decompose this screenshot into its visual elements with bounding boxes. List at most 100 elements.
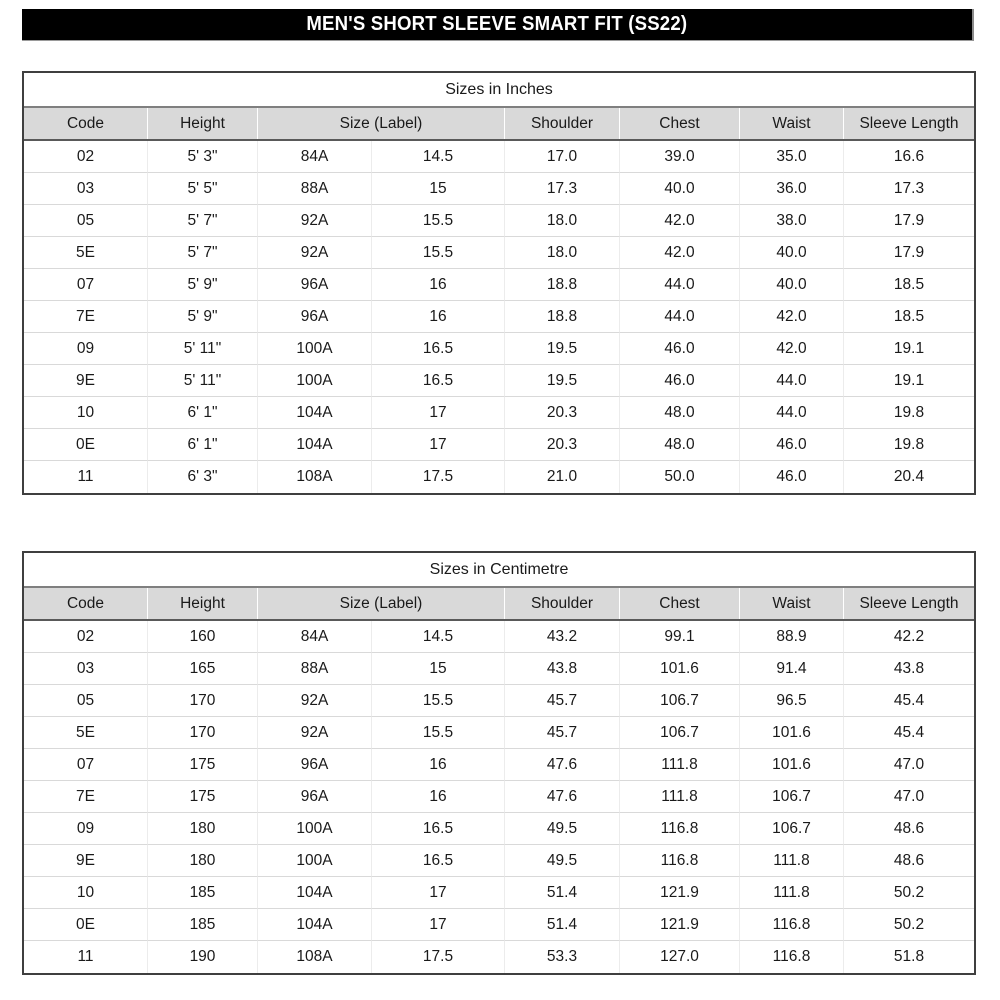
table-cell: 100A xyxy=(258,845,372,877)
column-header-height: Height xyxy=(148,588,258,619)
table-cell: 127.0 xyxy=(620,941,740,973)
table-cell: 17.9 xyxy=(844,205,974,237)
table-cell: 15 xyxy=(372,173,505,205)
table-cell: 16.5 xyxy=(372,813,505,845)
table-cell: 7E xyxy=(24,781,148,813)
table-row: 07 5' 9" 96A 16 18.8 44.0 40.0 18.5 xyxy=(24,269,974,301)
table-cell: 09 xyxy=(24,333,148,365)
table-cell: 50.0 xyxy=(620,461,740,493)
table-cell: 16 xyxy=(372,269,505,301)
column-header-sleeve-length: Sleeve Length xyxy=(859,594,959,612)
table-row: 0E 6' 1" 104A 17 20.3 48.0 46.0 19.8 xyxy=(24,429,974,461)
table-cell: 96.5 xyxy=(740,685,844,717)
table-cell: 42.0 xyxy=(740,333,844,365)
table-cell: 116.8 xyxy=(740,941,844,973)
table-cell: 6' 1" xyxy=(148,397,258,429)
column-header-code: Code xyxy=(24,588,148,619)
table-row: 5E 5' 7" 92A 15.5 18.0 42.0 40.0 17.9 xyxy=(24,237,974,269)
table-cell: 5' 7" xyxy=(148,205,258,237)
table-cell: 48.6 xyxy=(844,845,974,877)
table-cell: 104A xyxy=(258,909,372,941)
table-cell: 17.9 xyxy=(844,237,974,269)
table-cell: 180 xyxy=(148,813,258,845)
table-cell: 14.5 xyxy=(372,141,505,173)
sizes-in-inches-table: Sizes in Inches Code Height Size (Label)… xyxy=(22,71,976,495)
table-cell: 17.5 xyxy=(372,941,505,973)
table-cell: 5' 9" xyxy=(148,269,258,301)
table-cell: 101.6 xyxy=(620,653,740,685)
column-header-size-label: Size (Label) xyxy=(258,108,505,139)
table-cell: 19.1 xyxy=(844,333,974,365)
table-cell: 101.6 xyxy=(740,717,844,749)
table-cell: 104A xyxy=(258,397,372,429)
table-cell: 47.0 xyxy=(844,749,974,781)
table-cell: 17.0 xyxy=(505,141,620,173)
table-cell: 92A xyxy=(258,205,372,237)
table-cell: 15.5 xyxy=(372,717,505,749)
table-cell: 18.0 xyxy=(505,237,620,269)
table-cell: 46.0 xyxy=(740,429,844,461)
table-cell: 45.4 xyxy=(844,685,974,717)
table-cell: 96A xyxy=(258,301,372,333)
column-header-waist: Waist xyxy=(740,588,844,619)
table-cell: 5E xyxy=(24,237,148,269)
table-cell: 175 xyxy=(148,781,258,813)
table-cell: 15.5 xyxy=(372,685,505,717)
table-cell: 18.5 xyxy=(844,301,974,333)
table-cell: 19.5 xyxy=(505,365,620,397)
table-cell: 03 xyxy=(24,653,148,685)
table-row: 05 170 92A 15.5 45.7 106.7 96.5 45.4 xyxy=(24,685,974,717)
table-cell: 46.0 xyxy=(620,365,740,397)
table-cell: 116.8 xyxy=(620,845,740,877)
table-cell: 20.4 xyxy=(893,468,925,485)
table-row: 9E 5' 11" 100A 16.5 19.5 46.0 44.0 19.1 xyxy=(24,365,974,397)
table-cell: 42.0 xyxy=(740,301,844,333)
table-cell: 88.9 xyxy=(740,621,844,653)
table-cell: 7E xyxy=(24,301,148,333)
table-row: 7E 5' 9" 96A 16 18.8 44.0 42.0 18.5 xyxy=(24,301,974,333)
table-cell: 50.2 xyxy=(844,877,974,909)
table-cell: 5' 11" xyxy=(148,365,258,397)
table-cell: 9E xyxy=(24,365,148,397)
table-cell: 46.0 xyxy=(740,461,844,493)
table-row: 10 185 104A 17 51.4 121.9 111.8 50.2 xyxy=(24,877,974,909)
table-cell: 40.0 xyxy=(740,269,844,301)
table-cell: 16.5 xyxy=(372,365,505,397)
table-body-inches: 02 5' 3" 84A 14.5 17.0 39.0 35.0 16.6 03 5' 5" 88A… xyxy=(24,141,974,493)
table-row: 5E 170 92A 15.5 45.7 106.7 101.6 45.4 xyxy=(24,717,974,749)
table-cell: 44.0 xyxy=(740,365,844,397)
table-row: 09 180 100A 16.5 49.5 116.8 106.7 48.6 xyxy=(24,813,974,845)
table-cell: 42.2 xyxy=(844,621,974,653)
table-cell: 07 xyxy=(24,749,148,781)
table-cell: 53.3 xyxy=(505,941,620,973)
table-cell: 104A xyxy=(258,877,372,909)
table-cell: 19.8 xyxy=(844,429,974,461)
table-cell: 100A xyxy=(258,813,372,845)
table-cell: 47.6 xyxy=(505,781,620,813)
table-cell: 111.8 xyxy=(620,781,740,813)
table-cell: 17 xyxy=(372,877,505,909)
table-cell: 50.2 xyxy=(844,909,974,941)
table-cell: 96A xyxy=(258,269,372,301)
table-cell: 16.5 xyxy=(372,333,505,365)
table-row: 11 190 108A 17.5 53.3 127.0 116.8 51.8 xyxy=(24,941,974,973)
page-title-bar: MEN'S SHORT SLEEVE SMART FIT (SS22) xyxy=(22,9,974,41)
table-cell: 44.0 xyxy=(620,301,740,333)
table-cell: 19.5 xyxy=(505,333,620,365)
table-cell: 02 xyxy=(24,141,148,173)
table-cell: 91.4 xyxy=(740,653,844,685)
table-cell: 21.0 xyxy=(505,461,620,493)
table-cell: 108A xyxy=(258,461,372,493)
table-cell: 39.0 xyxy=(620,141,740,173)
table-cell: 6' 3" xyxy=(148,461,258,493)
column-header-chest: Chest xyxy=(620,588,740,619)
table-cell: 106.7 xyxy=(740,813,844,845)
table-cell: 17 xyxy=(372,909,505,941)
table-row: 02 160 84A 14.5 43.2 99.1 88.9 42.2 xyxy=(24,621,974,653)
table-cell: 07 xyxy=(24,269,148,301)
table-cell: 48.0 xyxy=(620,429,740,461)
table-cell: 190 xyxy=(148,941,258,973)
table-cell: 92A xyxy=(258,237,372,269)
table-row: 09 5' 11" 100A 16.5 19.5 46.0 42.0 19.1 xyxy=(24,333,974,365)
